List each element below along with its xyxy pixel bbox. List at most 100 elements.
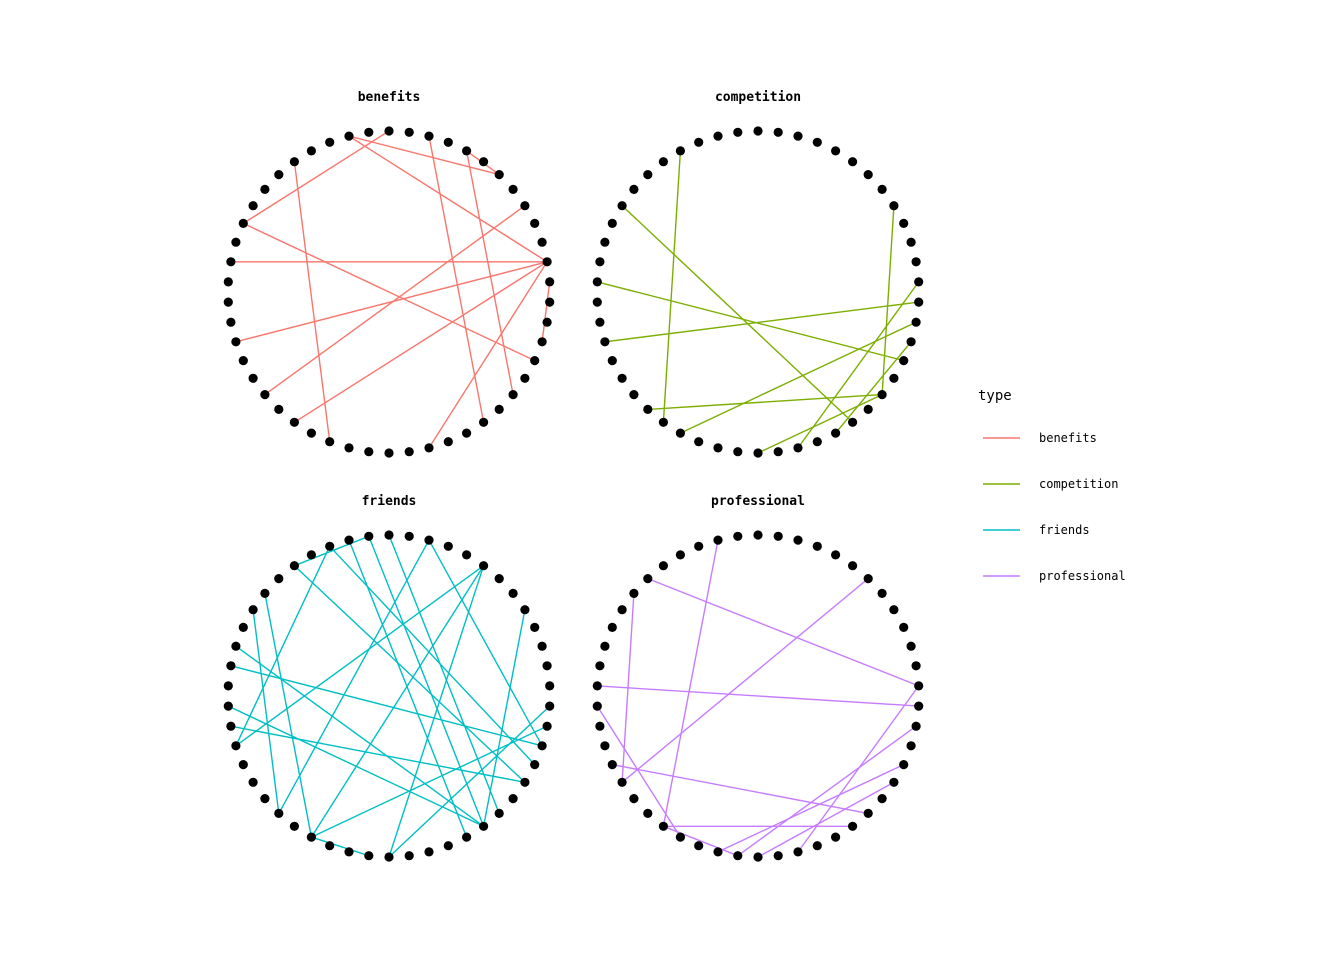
node: [289, 821, 299, 831]
node: [364, 531, 374, 541]
node: [494, 404, 504, 414]
node: [260, 390, 270, 400]
node: [914, 701, 924, 711]
node: [260, 588, 270, 599]
node: [592, 701, 602, 711]
node: [899, 356, 909, 366]
node: [592, 297, 602, 307]
edge: [235, 645, 485, 827]
node: [508, 390, 518, 400]
node: [658, 417, 669, 427]
node: [248, 201, 258, 211]
edge: [757, 781, 895, 858]
node: [231, 337, 241, 347]
node: [753, 126, 763, 136]
node: [753, 530, 763, 540]
node: [325, 437, 335, 447]
node: [530, 622, 540, 633]
node: [226, 257, 236, 267]
nodes: [592, 530, 924, 862]
node: [899, 218, 909, 228]
node: [306, 146, 316, 156]
edge: [596, 705, 681, 838]
node: [733, 531, 743, 541]
legend-label-benefits: benefits: [1039, 431, 1097, 445]
edge: [737, 725, 917, 857]
node: [694, 137, 704, 147]
node: [600, 741, 610, 751]
node: [384, 448, 394, 458]
node: [344, 131, 354, 141]
node: [542, 317, 552, 327]
panel-title: professional: [711, 494, 805, 509]
edge: [797, 281, 920, 449]
node: [713, 535, 723, 545]
node: [274, 170, 284, 180]
edge: [757, 393, 883, 454]
node: [675, 832, 686, 842]
node: [906, 641, 916, 651]
edge: [428, 261, 548, 449]
node: [592, 277, 602, 287]
node: [384, 126, 394, 136]
edge: [541, 281, 551, 342]
edge: [597, 281, 904, 362]
edge: [243, 222, 535, 362]
node: [537, 237, 547, 247]
node: [462, 832, 472, 842]
node: [617, 373, 627, 383]
node: [733, 447, 743, 457]
node: [793, 443, 803, 453]
node: [537, 641, 547, 651]
edge: [293, 565, 526, 783]
node: [344, 535, 354, 545]
node: [617, 605, 627, 615]
node: [863, 574, 873, 584]
node: [675, 428, 686, 438]
edge: [482, 609, 526, 827]
panel-title: friends: [362, 494, 417, 509]
node: [629, 588, 639, 599]
edge: [680, 321, 917, 434]
node: [773, 127, 783, 137]
node: [863, 170, 873, 180]
panel-benefits: benefits: [223, 90, 555, 458]
edge: [228, 705, 484, 827]
edge: [388, 705, 551, 858]
edge: [294, 535, 370, 567]
edge: [329, 545, 536, 766]
panels: benefits competition friends professional: [223, 90, 924, 862]
node: [629, 184, 639, 194]
edge: [621, 205, 854, 423]
node: [545, 297, 555, 307]
node: [899, 760, 909, 770]
node: [404, 447, 414, 457]
node: [260, 184, 270, 194]
node: [595, 257, 605, 267]
node: [877, 588, 887, 599]
node: [675, 146, 686, 156]
node: [384, 852, 394, 862]
node: [542, 661, 552, 671]
edge: [647, 577, 919, 687]
node: [600, 641, 610, 651]
edge: [310, 565, 485, 838]
edge: [311, 725, 548, 838]
node: [733, 127, 743, 137]
node: [773, 531, 783, 541]
edge: [235, 261, 548, 343]
node: [542, 721, 552, 731]
node: [863, 808, 873, 819]
node: [607, 622, 617, 633]
edge: [662, 539, 719, 827]
node: [274, 574, 284, 584]
node: [911, 317, 921, 327]
edge: [621, 578, 869, 783]
node: [643, 808, 653, 819]
node: [545, 681, 555, 691]
node: [479, 561, 489, 571]
node: [344, 443, 354, 453]
edge: [465, 150, 514, 395]
edge: [348, 135, 500, 176]
node: [364, 851, 374, 861]
